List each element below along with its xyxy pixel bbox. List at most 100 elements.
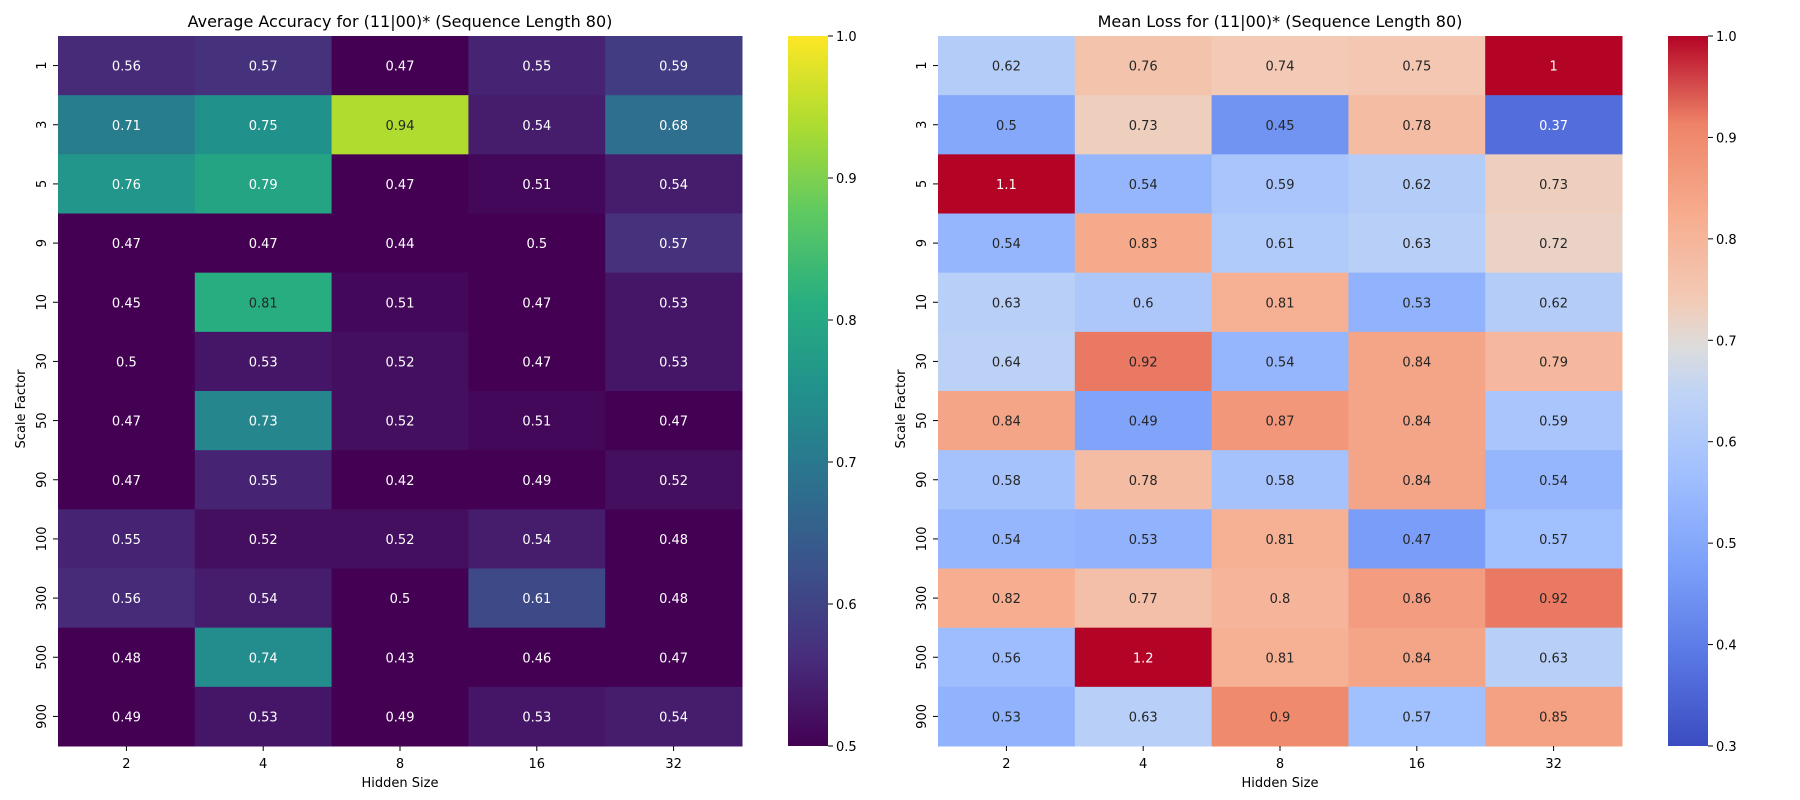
loss-cell-label: 0.84: [1402, 415, 1431, 430]
loss-cell-label: 0.81: [1266, 651, 1295, 666]
accuracy-x-axis-label: Hidden Size: [362, 776, 439, 791]
loss-cell-label: 0.9: [1270, 710, 1291, 725]
loss-cell-label: 0.87: [1266, 415, 1295, 430]
accuracy-colorbar-tick-label: 0.5: [836, 740, 857, 755]
loss-cell: [1348, 36, 1486, 96]
accuracy-cell-label: 0.47: [522, 355, 551, 370]
loss-cell: [938, 568, 1076, 629]
loss-cell-label: 0.37: [1539, 119, 1568, 134]
accuracy-cell-label: 0.52: [386, 415, 415, 430]
accuracy-cell: [331, 627, 469, 688]
accuracy-cell: [605, 331, 743, 392]
loss-x-tick-label: 8: [1276, 757, 1284, 772]
accuracy-cell-label: 0.76: [112, 178, 141, 193]
accuracy-cell: [605, 95, 743, 155]
accuracy-cell: [58, 213, 196, 274]
accuracy-colorbar: 0.5 0.6 0.7 0.8 0.9 1.0: [788, 30, 857, 755]
loss-cell-label: 0.47: [1402, 533, 1431, 548]
accuracy-cell-label: 0.53: [249, 710, 278, 725]
accuracy-x-tick-label: 16: [529, 757, 546, 772]
accuracy-cell: [331, 95, 469, 155]
accuracy-cell: [468, 95, 606, 155]
accuracy-cell-label: 0.53: [522, 710, 551, 725]
loss-cell-label: 0.6: [1133, 296, 1154, 311]
accuracy-cell: [194, 391, 333, 451]
loss-cell-label: 0.58: [1266, 474, 1295, 489]
loss-cell: [1211, 331, 1349, 392]
loss-heatmap-cells: 0.62 0.76 0.74 0.75 1 0.5 0.73 0.45 0.78 0.37 1.1 0…: [938, 36, 1623, 747]
loss-cell: [1348, 391, 1486, 451]
loss-y-tick-label: 10: [915, 294, 930, 311]
accuracy-cell: [194, 213, 333, 274]
loss-cell-label: 1.2: [1133, 651, 1154, 666]
loss-cell: [1074, 95, 1213, 155]
loss-cell-label: 0.58: [992, 474, 1021, 489]
loss-cell: [938, 509, 1076, 569]
loss-cell: [1348, 568, 1486, 629]
accuracy-cell-label: 0.5: [390, 592, 411, 607]
accuracy-cell-label: 0.73: [249, 415, 278, 430]
accuracy-y-tick-label: 50: [35, 412, 50, 429]
accuracy-cell-label: 0.55: [249, 474, 278, 489]
loss-cell-label: 0.73: [1539, 178, 1568, 193]
accuracy-cell: [194, 627, 333, 688]
accuracy-cell-label: 0.49: [522, 474, 551, 489]
accuracy-x-tick-label: 4: [259, 757, 267, 772]
accuracy-y-tick-label: 5: [35, 180, 50, 188]
accuracy-y-tick-label: 90: [35, 471, 50, 488]
accuracy-heatmap: Average Accuracy for (11|00)* (Sequence …: [14, 12, 857, 791]
loss-cell-label: 0.84: [992, 415, 1021, 430]
loss-cell: [1485, 331, 1623, 392]
accuracy-cell: [605, 450, 743, 510]
accuracy-colorbar-tick-label: 0.7: [836, 456, 857, 471]
accuracy-cell: [468, 686, 606, 747]
accuracy-cell: [605, 272, 743, 333]
loss-cell: [1074, 331, 1213, 392]
accuracy-cell-label: 0.56: [112, 60, 141, 75]
loss-cell-label: 0.62: [1539, 296, 1568, 311]
accuracy-heatmap-title: Average Accuracy for (11|00)* (Sequence …: [188, 12, 613, 31]
accuracy-cell-label: 0.48: [659, 533, 688, 548]
accuracy-cell: [468, 331, 606, 392]
loss-cell: [1485, 95, 1623, 155]
loss-cell-label: 0.85: [1539, 710, 1568, 725]
accuracy-cell-label: 0.57: [249, 60, 278, 75]
loss-cell-label: 0.63: [1539, 651, 1568, 666]
loss-cell: [1211, 154, 1349, 214]
accuracy-cell: [58, 272, 196, 333]
accuracy-cell-label: 0.5: [526, 237, 547, 252]
accuracy-cell-label: 0.56: [112, 592, 141, 607]
accuracy-cell: [468, 36, 606, 96]
loss-cell: [1074, 36, 1213, 96]
accuracy-cell-label: 0.51: [386, 296, 415, 311]
loss-cell: [1348, 686, 1486, 747]
loss-cell: [1074, 627, 1213, 688]
loss-x-tick-label: 16: [1409, 757, 1426, 772]
accuracy-x-ticks: 2 4 8 16 32: [122, 746, 682, 772]
loss-cell: [1348, 272, 1486, 333]
loss-cell: [1211, 450, 1349, 510]
accuracy-cell: [468, 213, 606, 274]
loss-cell-label: 0.8: [1270, 592, 1291, 607]
loss-cell: [938, 213, 1076, 274]
loss-cell: [1074, 272, 1213, 333]
accuracy-cell-label: 0.45: [112, 296, 141, 311]
loss-cell-label: 0.54: [992, 237, 1021, 252]
loss-cell: [938, 627, 1076, 688]
loss-cell-label: 0.74: [1266, 60, 1295, 75]
accuracy-colorbar-tick-label: 1.0: [836, 30, 857, 45]
loss-cell-label: 0.83: [1129, 237, 1158, 252]
loss-cell: [938, 686, 1076, 747]
loss-cell: [1074, 391, 1213, 451]
loss-cell: [1485, 627, 1623, 688]
accuracy-y-tick-label: 1: [35, 61, 50, 69]
accuracy-cell-label: 0.59: [659, 60, 688, 75]
accuracy-x-tick-label: 2: [122, 757, 130, 772]
accuracy-cell-label: 0.43: [386, 651, 415, 666]
loss-cell-label: 0.64: [992, 355, 1021, 370]
loss-cell: [1485, 391, 1623, 451]
loss-cell-label: 0.63: [1402, 237, 1431, 252]
loss-cell-label: 0.84: [1402, 651, 1431, 666]
loss-cell-label: 0.54: [1129, 178, 1158, 193]
accuracy-cell: [331, 213, 469, 274]
